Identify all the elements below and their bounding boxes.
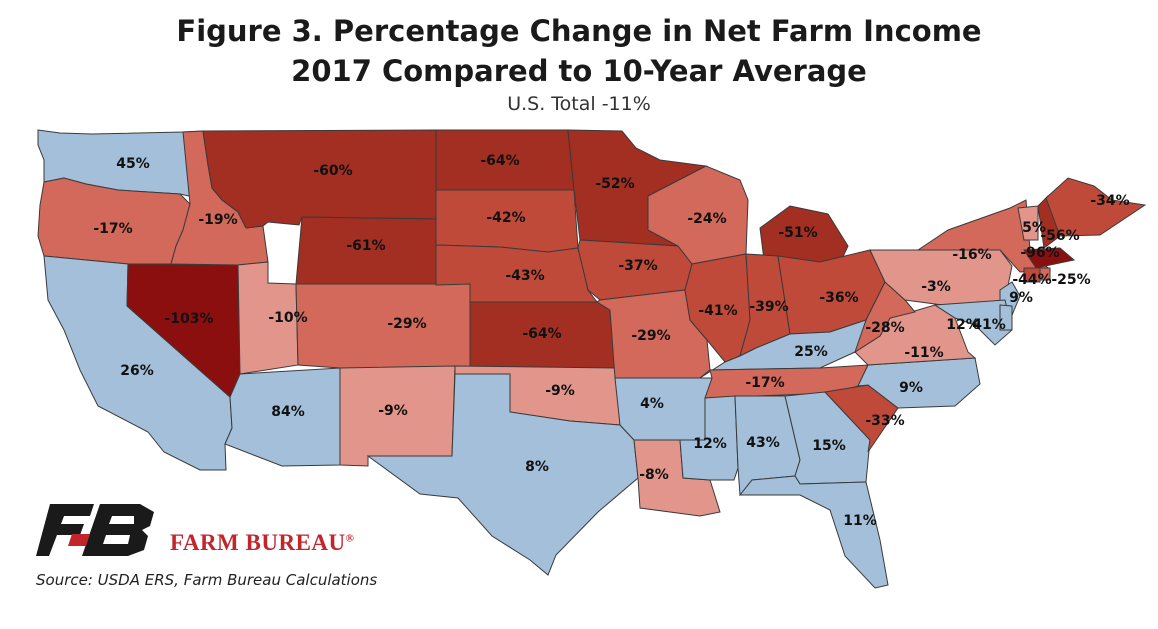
state-label-az: 84% (271, 404, 305, 420)
state-label-ny: -16% (952, 247, 991, 263)
state-label-vt: 5% (1022, 220, 1046, 236)
state-label-nc: 9% (899, 380, 923, 396)
state-label-co: -29% (387, 316, 426, 332)
state-label-ky: 25% (794, 344, 828, 360)
state-label-mt: -60% (313, 163, 352, 179)
state-label-in: -39% (749, 299, 788, 315)
state-label-md: 12% (946, 317, 980, 333)
state-label-ct: -44% (1012, 272, 1051, 288)
state-label-tn: -17% (745, 375, 784, 391)
state-label-fl: 11% (843, 513, 877, 529)
state-label-ks: -64% (522, 326, 561, 342)
state-label-al: 43% (746, 435, 780, 451)
state-ct (1023, 267, 1041, 283)
state-label-ia: -37% (618, 258, 657, 274)
state-label-sc: -33% (865, 413, 904, 429)
state-label-ma: -96% (1020, 245, 1059, 261)
state-label-id: -19% (198, 212, 237, 228)
logo-b-hole-bottom (103, 535, 130, 544)
logo-red-accent (68, 534, 90, 546)
state-label-mi: -51% (778, 225, 817, 241)
state-label-ne: -43% (505, 268, 544, 284)
state-label-ok: -9% (545, 383, 575, 399)
state-label-ri: -25% (1051, 272, 1090, 288)
brand-name-text: FARM BUREAU (170, 530, 346, 555)
logo-b-shape (82, 504, 154, 556)
state-label-mo: -29% (631, 328, 670, 344)
state-label-la: -8% (639, 467, 669, 483)
state-mo (596, 289, 711, 379)
state-label-de: 41% (972, 317, 1006, 333)
state-ne (435, 244, 598, 303)
registered-mark: ® (345, 532, 355, 545)
state-de (999, 304, 1013, 331)
state-label-pa: -3% (921, 279, 951, 295)
state-label-nh: -56% (1040, 228, 1079, 244)
state-label-ms: 12% (693, 436, 727, 452)
state-label-tx: 8% (525, 459, 549, 475)
state-label-oh: -36% (819, 290, 858, 306)
state-ri (1039, 267, 1051, 281)
state-label-nj: 9% (1009, 290, 1033, 306)
state-label-sd: -42% (486, 210, 525, 226)
state-fl (738, 475, 889, 589)
chart-subtitle: U.S. Total -11% (507, 93, 651, 115)
chart-title-line1: Figure 3. Percentage Change in Net Farm … (176, 14, 982, 48)
state-label-wi: -24% (687, 211, 726, 227)
state-label-ut: -10% (268, 310, 307, 326)
state-label-nv: -103% (164, 311, 213, 327)
state-me (1045, 177, 1147, 237)
state-label-or: -17% (93, 221, 132, 237)
state-label-ca: 26% (120, 363, 154, 379)
state-label-nm: -9% (378, 403, 408, 419)
state-label-il: -41% (698, 303, 737, 319)
state-label-wv: -28% (865, 320, 904, 336)
state-label-me: -34% (1090, 193, 1129, 209)
state-label-ar: 4% (640, 396, 664, 412)
state-co (295, 283, 471, 369)
state-label-mn: -52% (595, 176, 634, 192)
state-label-ga: 15% (812, 438, 846, 454)
logo-f-shape (36, 504, 94, 556)
state-md (933, 299, 1013, 346)
state-ma (1023, 247, 1076, 269)
state-label-wy: -61% (346, 238, 385, 254)
state-label-va: -11% (904, 345, 943, 361)
logo-b-hole-top (109, 516, 134, 524)
state-label-nd: -64% (480, 153, 519, 169)
source-note: Source: USDA ERS, Farm Bureau Calculatio… (36, 571, 378, 589)
state-vt (1017, 205, 1039, 241)
state-wv (854, 281, 916, 354)
farm-bureau-logo-icon (36, 504, 154, 556)
chart-title-line2: 2017 Compared to 10-Year Average (291, 54, 867, 88)
brand-name: FARM BUREAU® (170, 530, 354, 556)
state-label-wa: 45% (116, 156, 150, 172)
